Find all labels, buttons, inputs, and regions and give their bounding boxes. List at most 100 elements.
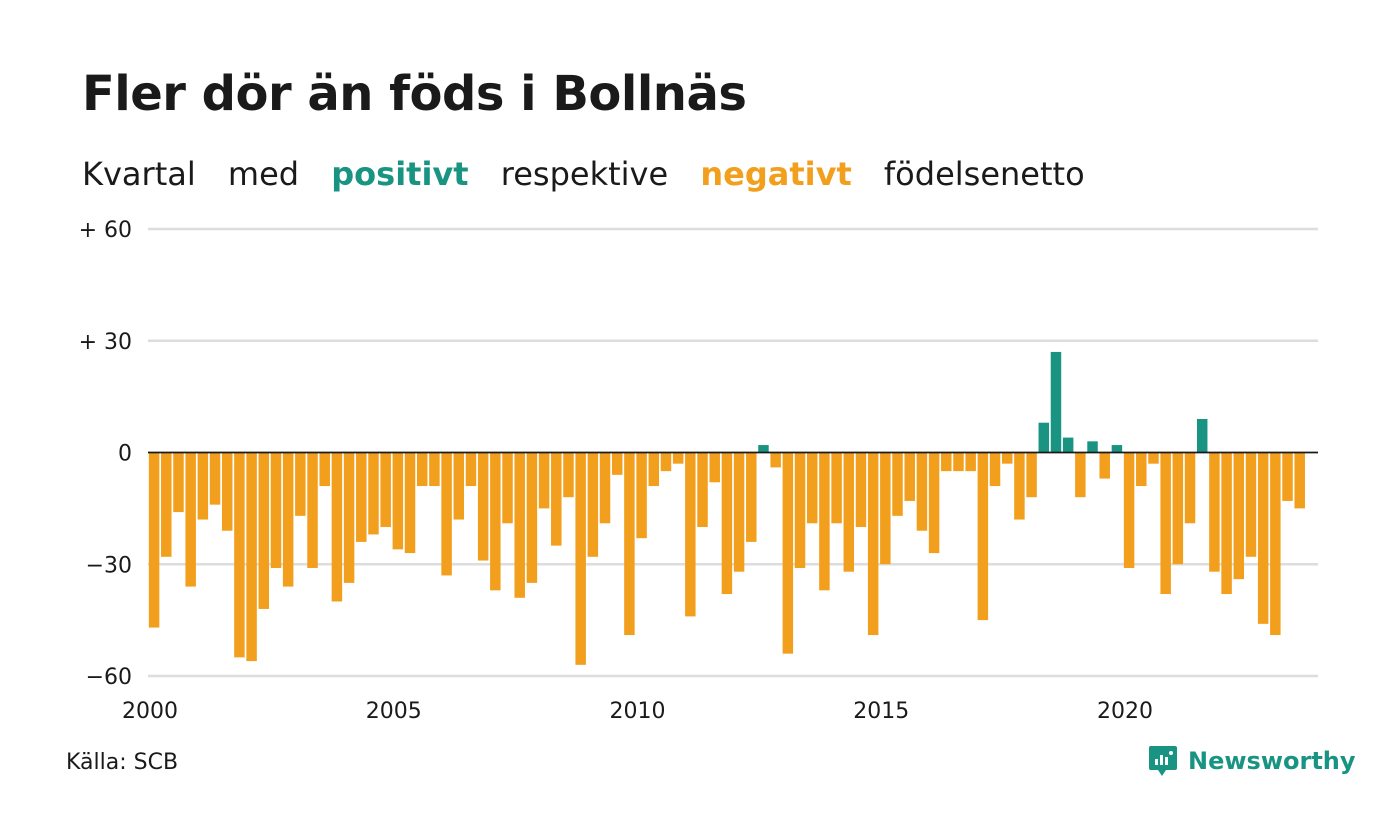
bar-negative	[685, 452, 696, 617]
bar-negative	[477, 452, 489, 561]
bar-negative	[1245, 452, 1257, 557]
bar-negative	[648, 452, 660, 487]
bar-negative	[441, 452, 452, 576]
source-note: Källa: SCB	[66, 750, 179, 775]
bar-negative	[843, 452, 855, 572]
bar-positive	[1038, 422, 1050, 453]
bar-negative	[1026, 452, 1037, 498]
brand-name: Newsworthy	[1188, 747, 1356, 775]
bar-negative	[185, 452, 196, 587]
bar-negative	[733, 452, 745, 572]
bar-positive	[1062, 437, 1074, 453]
bar-negative	[392, 452, 404, 550]
newsworthy-logo-icon	[1149, 746, 1177, 776]
bar-negative	[148, 452, 160, 628]
y-tick-label: + 30	[79, 330, 132, 355]
bar-negative	[1075, 452, 1086, 498]
bar-negative	[526, 452, 538, 583]
subtitle-word: födelsenetto	[883, 155, 1085, 193]
subtitle-word: Kvartal	[82, 155, 196, 193]
y-tick-label: + 60	[79, 218, 132, 243]
bar-negative	[941, 452, 952, 472]
bar-negative	[295, 452, 306, 516]
bar-negative	[831, 452, 842, 524]
bar-negative	[989, 452, 1001, 487]
bar-negative	[928, 452, 940, 554]
bar-negative	[173, 452, 184, 513]
y-tick-label: −60	[86, 665, 132, 690]
bar-negative	[709, 452, 720, 483]
bar-negative	[490, 452, 501, 591]
bar-negative	[1148, 452, 1159, 464]
bar-negative	[721, 452, 733, 595]
bar-negative	[538, 452, 550, 509]
bar-negative	[880, 452, 891, 565]
bar-negative	[161, 452, 172, 557]
bar-negative	[465, 452, 477, 487]
bar-negative	[1282, 452, 1293, 501]
bar-negative	[1099, 452, 1110, 479]
bar-negative	[234, 452, 245, 658]
bar-negative	[782, 452, 794, 654]
x-tick-label: 2020	[1097, 699, 1153, 724]
bar-negative	[429, 452, 440, 487]
bar-negative	[1123, 452, 1135, 568]
bar-negative	[977, 452, 989, 621]
bar-positive	[1111, 445, 1123, 453]
bar-negative	[368, 452, 379, 535]
bar-negative	[209, 452, 221, 505]
bar-negative	[660, 452, 672, 472]
bar-positive	[1087, 441, 1098, 453]
bar-negative	[892, 452, 903, 516]
bar-negative	[1172, 452, 1184, 565]
bar-negative	[270, 452, 282, 568]
x-tick-label: 2005	[366, 699, 422, 724]
bar-negative	[867, 452, 879, 636]
bar-negative	[1184, 452, 1196, 524]
bar-negative	[563, 452, 574, 498]
bar-negative	[599, 452, 611, 524]
bar-negative	[916, 452, 928, 531]
bar-negative	[319, 452, 330, 487]
bar-negative	[672, 452, 684, 464]
bar-negative	[197, 452, 209, 520]
bar-negative	[636, 452, 647, 539]
bar-negative	[502, 452, 513, 524]
bar-negative	[282, 452, 294, 587]
bar-negative	[770, 452, 781, 468]
y-tick-label: 0	[118, 442, 132, 467]
bar-negative	[1136, 452, 1147, 487]
bar-negative	[587, 452, 599, 557]
bar-chart: + 60 + 30 0 −30 −60 2000 2005 2010 2015 2020	[79, 218, 1318, 724]
bar-negative	[746, 452, 757, 542]
bar-negative	[855, 452, 867, 527]
bar-negative	[356, 452, 367, 542]
subtitle-word: med	[227, 155, 300, 193]
bar-negative	[551, 452, 562, 546]
bar-negative	[1001, 452, 1013, 464]
bar-negative	[575, 452, 586, 665]
bar-negative	[246, 452, 257, 662]
bar-negative	[343, 452, 355, 583]
chart-subtitle: Kvartal med positivt respektive negativt…	[82, 158, 1107, 190]
bar-negative	[331, 452, 343, 602]
bar-negative	[904, 452, 915, 501]
x-tick-label: 2000	[122, 699, 178, 724]
bar-positive	[1196, 418, 1208, 453]
subtitle-negative-legend: negativt	[700, 155, 852, 193]
bar-negative	[514, 452, 525, 598]
bar-negative	[794, 452, 806, 568]
bar-negative	[380, 452, 391, 527]
brand-logo: Newsworthy	[1148, 744, 1356, 778]
bar-negative	[806, 452, 818, 524]
bar-negative	[953, 452, 964, 472]
bar-negative	[1233, 452, 1245, 580]
bar-negative	[453, 452, 465, 520]
bar-negative	[416, 452, 428, 487]
bar-negative	[258, 452, 270, 609]
x-tick-label: 2010	[610, 699, 666, 724]
bar-negative	[307, 452, 318, 568]
bar-negative	[965, 452, 976, 472]
bar-negative	[1014, 452, 1025, 520]
subtitle-positive-legend: positivt	[331, 155, 469, 193]
